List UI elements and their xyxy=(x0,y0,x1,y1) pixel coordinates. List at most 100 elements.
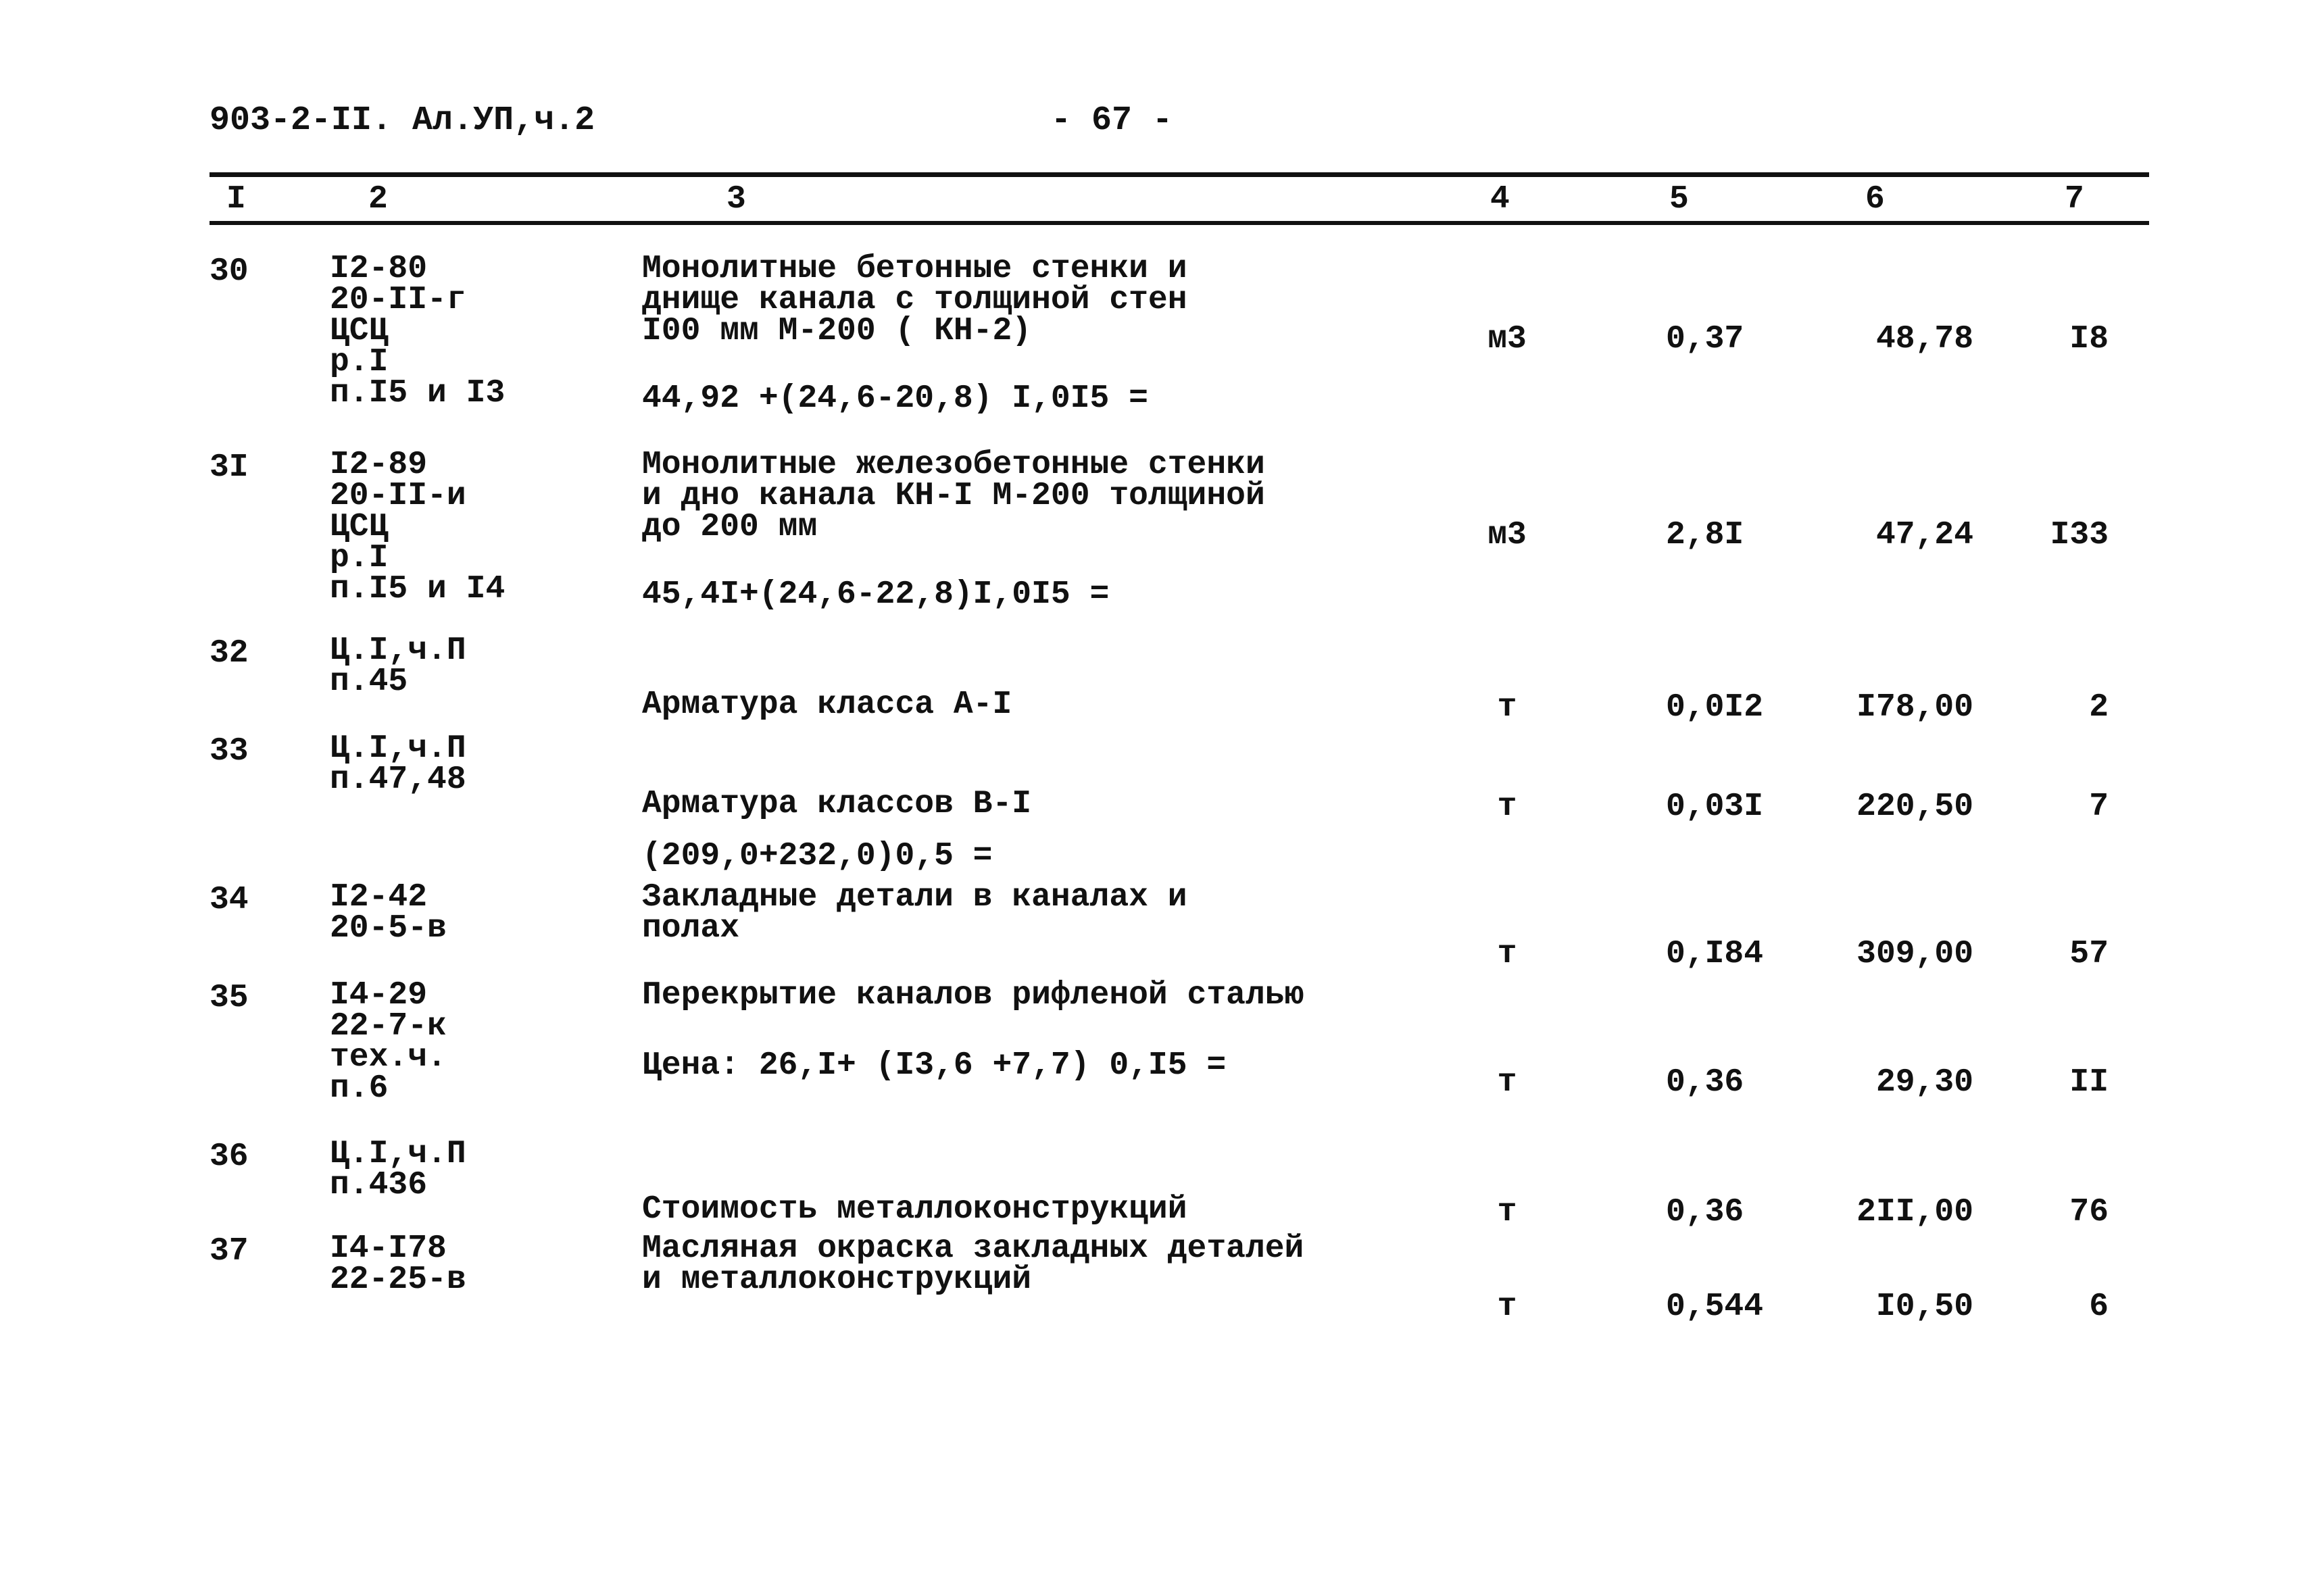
reference-line: ЦСЦ xyxy=(330,313,389,349)
description-line: Арматура класса А-I xyxy=(642,687,1012,723)
total-cost: I33 xyxy=(2050,517,2109,553)
reference-line: 20-II-и xyxy=(330,478,466,514)
reference-code: Ц.I,ч.П п.436 xyxy=(330,1136,466,1203)
reference-line: тех.ч. xyxy=(330,1039,447,1076)
description-line: и дно канала КН-I М-200 толщиной xyxy=(642,478,1265,514)
unit: т xyxy=(1497,1064,1517,1101)
reference-line: I4-I78 xyxy=(330,1230,447,1267)
work-description: Закладные детали в каналах и полах xyxy=(642,881,1187,947)
quantity: 2,8I xyxy=(1666,517,1744,553)
row-number: 33 xyxy=(210,733,249,770)
column-header-3: 3 xyxy=(727,181,746,218)
unit: т xyxy=(1497,936,1517,972)
row-number: 35 xyxy=(210,980,249,1016)
reference-line: п.436 xyxy=(330,1167,428,1203)
reference-line: 22-25-в xyxy=(330,1262,466,1298)
reference-line: р.I xyxy=(330,344,389,380)
work-description: Стоимость металлоконструкций xyxy=(642,1191,1187,1228)
reference-line: Ц.I,ч.П xyxy=(330,730,466,767)
quantity: 0,0I2 xyxy=(1666,689,1764,726)
quantity: 0,I84 xyxy=(1666,936,1764,972)
quantity: 0,544 xyxy=(1666,1289,1764,1325)
unit-price: 47,24 xyxy=(1875,517,1973,553)
reference-line: Ц.I,ч.П xyxy=(330,632,466,669)
description-line: Стоимость металлоконструкций xyxy=(642,1191,1187,1228)
reference-line: I2-42 xyxy=(330,879,428,916)
work-description: Монолитные бетонные стенки и днище канала… xyxy=(642,253,1187,347)
unit-price: I78,00 xyxy=(1856,689,1973,726)
column-header-2: 2 xyxy=(368,181,388,218)
quantity: 0,36 xyxy=(1666,1064,1744,1101)
reference-line: 22-7-к xyxy=(330,1008,447,1045)
price-formula: (209,0+232,0)0,5 = xyxy=(642,838,993,874)
reference-code: I2-80 20-II-г ЦСЦ р.I п.I5 и I3 xyxy=(330,253,505,409)
unit: т xyxy=(1497,1194,1517,1230)
reference-code: Ц.I,ч.П п.45 xyxy=(330,632,466,698)
reference-line: 20-5-в xyxy=(330,910,447,947)
work-description: Масляная окраска закладных деталей и мета… xyxy=(642,1230,1304,1298)
reference-code: I4-I78 22-25-в xyxy=(330,1230,466,1298)
description-line: Арматура классов В-I xyxy=(642,786,1032,822)
description-line: до 200 мм xyxy=(642,509,818,545)
unit-price: 2II,00 xyxy=(1856,1194,1973,1230)
total-cost: 2 xyxy=(2089,689,2109,726)
description-line: и металлоконструкций xyxy=(642,1262,1032,1298)
row-number: 30 xyxy=(210,253,249,290)
description-line: Монолитные железобетонные стенки xyxy=(642,447,1265,483)
reference-line: 20-II-г xyxy=(330,282,466,318)
column-header-4: 4 xyxy=(1490,181,1510,218)
price-formula: 45,4I+(24,6-22,8)I,0I5 = xyxy=(642,576,1110,613)
reference-line: р.I xyxy=(330,540,389,576)
work-description: Монолитные железобетонные стенки и дно ка… xyxy=(642,449,1265,543)
unit-price: 309,00 xyxy=(1856,936,1973,972)
unit: т xyxy=(1497,1289,1517,1325)
reference-line: ЦСЦ xyxy=(330,509,389,545)
unit-price: 29,30 xyxy=(1875,1064,1973,1101)
unit-price: 220,50 xyxy=(1856,789,1973,825)
top-rule xyxy=(210,172,2149,177)
reference-code: I4-29 22-7-к тех.ч. п.6 xyxy=(330,977,447,1107)
page-number: - 67 - xyxy=(1051,101,1173,140)
reference-code: Ц.I,ч.П п.47,48 xyxy=(330,730,466,798)
description-line: полах xyxy=(642,910,740,947)
reference-line: I2-80 xyxy=(330,251,428,287)
reference-line: п.I5 и I3 xyxy=(330,375,506,412)
reference-line: п.6 xyxy=(330,1070,389,1107)
row-number: 34 xyxy=(210,882,249,918)
reference-line: Ц.I,ч.П xyxy=(330,1136,466,1172)
description-line: Монолитные бетонные стенки и xyxy=(642,251,1187,287)
total-cost: I8 xyxy=(2069,321,2109,357)
description-line: Масляная окраска закладных деталей xyxy=(642,1230,1304,1267)
total-cost: 7 xyxy=(2089,789,2109,825)
reference-line: п.47,48 xyxy=(330,762,466,798)
total-cost: 76 xyxy=(2069,1194,2109,1230)
reference-line: п.I5 и I4 xyxy=(330,571,506,607)
reference-line: I2-89 xyxy=(330,447,428,483)
total-cost: 57 xyxy=(2069,936,2109,972)
reference-code: I2-89 20-II-и ЦСЦ р.I п.I5 и I4 xyxy=(330,449,505,605)
quantity: 0,03I xyxy=(1666,789,1764,825)
unit: т xyxy=(1497,689,1517,726)
reference-code: I2-42 20-5-в xyxy=(330,879,447,947)
description-line: днище канала с толщиной стен xyxy=(642,282,1187,318)
unit-price: 48,78 xyxy=(1875,321,1973,357)
reference-line: I4-29 xyxy=(330,977,428,1014)
work-description: Перекрытие каналов рифленой сталью xyxy=(642,979,1304,1012)
unit: м3 xyxy=(1487,517,1527,553)
total-cost: II xyxy=(2069,1064,2109,1101)
price-formula: Цена: 26,I+ (I3,6 +7,7) 0,I5 = xyxy=(642,1047,1227,1084)
total-cost: 6 xyxy=(2089,1289,2109,1325)
column-header-1: I xyxy=(226,181,246,218)
document-code: 903-2-II. Ал.УП,ч.2 xyxy=(210,101,595,140)
description-line: I00 мм М-200 ( КН-2) xyxy=(642,313,1032,349)
unit-price: I0,50 xyxy=(1875,1289,1973,1325)
header-rule xyxy=(210,221,2149,225)
work-description: Арматура класса А-I xyxy=(642,687,1012,723)
row-number: 37 xyxy=(210,1233,249,1270)
column-header-7: 7 xyxy=(2065,181,2084,218)
work-description: Арматура классов В-I xyxy=(642,786,1032,822)
row-number: 3I xyxy=(210,449,249,486)
price-formula: 44,92 +(24,6-20,8) I,0I5 = xyxy=(642,380,1148,417)
quantity: 0,37 xyxy=(1666,321,1744,357)
unit: т xyxy=(1497,789,1517,825)
